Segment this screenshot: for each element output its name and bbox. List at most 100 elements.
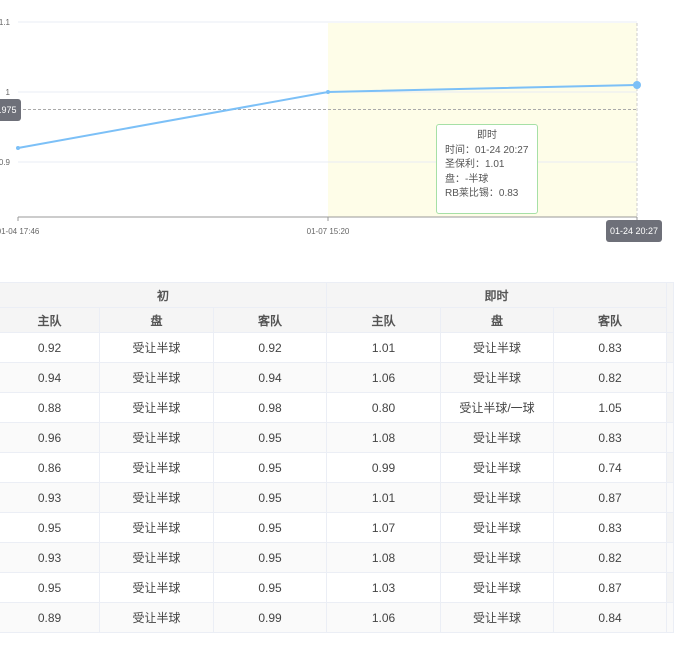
table-cell: 0.95 <box>213 482 327 513</box>
table-cell: 受让半球 <box>440 362 554 393</box>
table-cell: 0.89 <box>0 602 100 633</box>
table-cell: 受让半球 <box>440 422 554 453</box>
scroll-gutter <box>666 392 674 423</box>
table-cell: 受让半球 <box>440 572 554 603</box>
table-row: 0.95 受让半球 0.95 1.07 受让半球 0.83 <box>0 512 674 543</box>
table-cell: 受让半球 <box>440 542 554 573</box>
x-tick-label: 01-04 17:46 <box>0 227 40 236</box>
table-cell: 0.86 <box>0 452 100 483</box>
data-point <box>633 81 641 89</box>
table-cell: 0.94 <box>0 362 100 393</box>
table-cell: 受让半球 <box>99 602 214 633</box>
table-cell: 0.95 <box>0 512 100 543</box>
table-cell: 0.95 <box>213 572 327 603</box>
tooltip-line: RB莱比锡：0.83 <box>445 188 519 199</box>
table-cell: 0.95 <box>213 422 327 453</box>
scroll-gutter <box>666 512 674 543</box>
table-cell: 0.82 <box>553 542 667 573</box>
table-cell: 1.06 <box>326 602 441 633</box>
odds-line-chart: 1.1 1 0.9 01-04 17:46 01-07 15:20 <box>0 18 641 236</box>
y-tick-label: 1 <box>6 88 11 97</box>
table-cell: 受让半球 <box>99 422 214 453</box>
tooltip-title: 即时 <box>477 130 497 141</box>
table-cell: 受让半球 <box>99 452 214 483</box>
table-cell: 0.83 <box>553 422 667 453</box>
table-cell: 受让半球/一球 <box>440 392 554 423</box>
table-cell: 0.94 <box>213 362 327 393</box>
table-cell: 受让半球 <box>99 542 214 573</box>
table-cell: 0.74 <box>553 452 667 483</box>
column-header: 盘 <box>99 307 214 333</box>
table-row: 0.95 受让半球 0.95 1.03 受让半球 0.87 <box>0 572 674 603</box>
tooltip-line: 圣保利：1.01 <box>445 159 505 170</box>
table-cell: 1.01 <box>326 332 441 363</box>
table-cell: 0.95 <box>213 452 327 483</box>
scroll-gutter <box>666 542 674 573</box>
table-cell: 0.99 <box>213 602 327 633</box>
table-cell: 0.96 <box>0 422 100 453</box>
table-cell: 1.01 <box>326 482 441 513</box>
table-cell: 1.07 <box>326 512 441 543</box>
table-cell: 1.03 <box>326 572 441 603</box>
table-row: 0.89 受让半球 0.99 1.06 受让半球 0.84 <box>0 602 674 633</box>
table-cell: 受让半球 <box>99 572 214 603</box>
table-cell: 受让半球 <box>99 482 214 513</box>
crosshair-x-label: 01-24 20:27 <box>606 220 663 242</box>
table-cell: 1.08 <box>326 422 441 453</box>
table-row: 0.96 受让半球 0.95 1.08 受让半球 0.83 <box>0 422 674 453</box>
table-cell: 受让半球 <box>440 482 554 513</box>
scroll-gutter <box>666 602 674 633</box>
table-cell: 0.88 <box>0 392 100 423</box>
tooltip-line: 盘：-半球 <box>445 173 489 185</box>
group-header-live: 即时 <box>326 282 667 308</box>
tooltip-line: 时间：01-24 20:27 <box>445 144 529 156</box>
table-cell: 1.06 <box>326 362 441 393</box>
table-cell: 0.80 <box>326 392 441 423</box>
scroll-gutter <box>666 572 674 603</box>
table-cell: 受让半球 <box>440 452 554 483</box>
table-cell: 0.93 <box>0 482 100 513</box>
table-cell: 受让半球 <box>99 512 214 543</box>
scroll-gutter <box>666 362 674 393</box>
table-cell: 1.08 <box>326 542 441 573</box>
y-tick-label: 0.9 <box>0 158 11 167</box>
table-cell: 0.95 <box>0 572 100 603</box>
column-header: 客队 <box>553 307 667 333</box>
table-cell: 0.83 <box>553 512 667 543</box>
table-cell: 0.99 <box>326 452 441 483</box>
data-point <box>16 146 20 150</box>
scroll-gutter <box>666 482 674 513</box>
odds-table: 初即时 主队盘客队 主队盘客队 0.92 受让半球 0.92 1.01 受让半球 0.83 0… <box>0 282 674 633</box>
scroll-gutter <box>666 282 674 333</box>
table-cell: 0.87 <box>553 482 667 513</box>
table-row: 0.93 受让半球 0.95 1.01 受让半球 0.87 <box>0 482 674 513</box>
column-header: 主队 <box>326 307 441 333</box>
x-tick-label: 01-07 15:20 <box>307 227 350 236</box>
group-header-initial: 初 <box>0 282 327 308</box>
table-cell: 0.95 <box>213 542 327 573</box>
crosshair-y-label: 0.975 <box>0 99 21 121</box>
scroll-gutter <box>666 332 674 363</box>
table-cell: 受让半球 <box>99 362 214 393</box>
column-header: 盘 <box>440 307 554 333</box>
table-cell: 0.87 <box>553 572 667 603</box>
data-point <box>326 90 330 94</box>
table-cell: 0.83 <box>553 332 667 363</box>
table-row: 0.88 受让半球 0.98 0.80 受让半球/一球 1.05 <box>0 392 674 423</box>
table-cell: 0.92 <box>0 332 100 363</box>
table-cell: 0.92 <box>213 332 327 363</box>
table-row: 0.94 受让半球 0.94 1.06 受让半球 0.82 <box>0 362 674 393</box>
column-header: 主队 <box>0 307 100 333</box>
column-header: 客队 <box>213 307 327 333</box>
chart-tooltip: 即时 时间：01-24 20:27 圣保利：1.01 盘：-半球 RB莱比锡：0… <box>436 124 538 214</box>
table-row: 0.92 受让半球 0.92 1.01 受让半球 0.83 <box>0 332 674 363</box>
table-cell: 0.84 <box>553 602 667 633</box>
table-row: 0.93 受让半球 0.95 1.08 受让半球 0.82 <box>0 542 674 573</box>
table-cell: 受让半球 <box>440 512 554 543</box>
table-cell: 0.82 <box>553 362 667 393</box>
table-cell: 1.05 <box>553 392 667 423</box>
y-tick-label: 1.1 <box>0 18 11 27</box>
table-cell: 受让半球 <box>440 602 554 633</box>
table-cell: 0.95 <box>213 512 327 543</box>
table-cell: 受让半球 <box>99 392 214 423</box>
